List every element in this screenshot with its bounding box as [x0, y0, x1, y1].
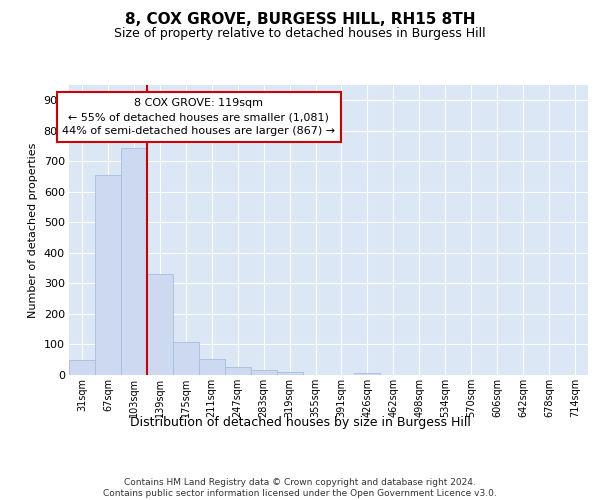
Bar	[147, 274, 173, 375]
Text: 8 COX GROVE: 119sqm
← 55% of detached houses are smaller (1,081)
44% of semi-det: 8 COX GROVE: 119sqm ← 55% of detached ho…	[62, 98, 335, 136]
Bar	[199, 359, 224, 375]
Bar	[95, 175, 121, 375]
Bar	[355, 372, 380, 375]
Bar	[69, 360, 95, 375]
Text: Distribution of detached houses by size in Burgess Hill: Distribution of detached houses by size …	[130, 416, 470, 429]
Text: Size of property relative to detached houses in Burgess Hill: Size of property relative to detached ho…	[114, 28, 486, 40]
Bar	[251, 370, 277, 375]
Bar	[277, 372, 302, 375]
Bar	[225, 368, 251, 375]
Bar	[173, 342, 199, 375]
Y-axis label: Number of detached properties: Number of detached properties	[28, 142, 38, 318]
Text: Contains HM Land Registry data © Crown copyright and database right 2024.
Contai: Contains HM Land Registry data © Crown c…	[103, 478, 497, 498]
Text: 8, COX GROVE, BURGESS HILL, RH15 8TH: 8, COX GROVE, BURGESS HILL, RH15 8TH	[125, 12, 475, 28]
Bar	[121, 148, 147, 375]
